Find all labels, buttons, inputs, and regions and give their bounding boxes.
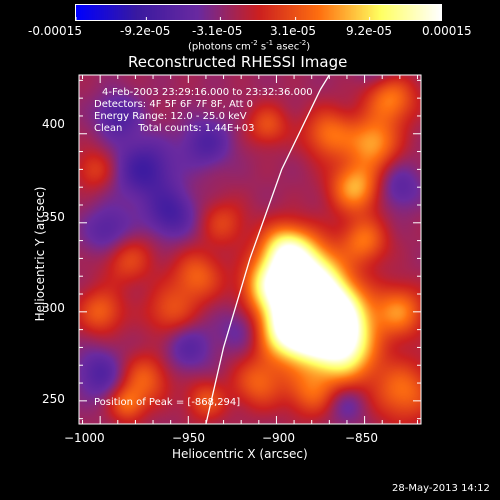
footer-timestamp: 28-May-2013 14:12 bbox=[392, 483, 490, 494]
colorbar-units: (photons cm-2 s-1 asec-2) bbox=[188, 39, 311, 53]
x-axis-label: Heliocentric X (arcsec) bbox=[172, 447, 308, 461]
y-tick-label-400: 400 bbox=[42, 117, 65, 131]
colorbar-tick-label-0: -0.00015 bbox=[28, 24, 82, 38]
colorbar-gradient bbox=[75, 4, 442, 21]
colorbar-tick-label-5: 0.00015 bbox=[422, 24, 472, 38]
colorbar-tick-label-1: -9.2e-05 bbox=[120, 24, 171, 38]
annotation-time: 4-Feb-2003 23:29:16.000 to 23:32:36.000 bbox=[102, 87, 313, 98]
y-tick-label-250: 250 bbox=[42, 392, 65, 406]
annotation-energy: Energy Range: 12.0 - 25.0 keV bbox=[94, 111, 247, 122]
x-tick-label-1000: −1000 bbox=[64, 431, 105, 445]
solar-limb-line bbox=[205, 74, 330, 425]
x-tick-label-900: −900 bbox=[262, 431, 295, 445]
chart-title: Reconstructed RHESSI Image bbox=[128, 53, 348, 71]
x-tick-label-850: −850 bbox=[345, 431, 378, 445]
y-axis-label: Heliocentric Y (arcsec) bbox=[33, 186, 47, 322]
colorbar-tick-label-3: 3.1e-05 bbox=[270, 24, 317, 38]
colorbar-tick-label-2: -3.1e-05 bbox=[192, 24, 243, 38]
annotation-clean: Clean Total counts: 1.44E+03 bbox=[94, 123, 255, 134]
heatmap-image bbox=[79, 75, 421, 424]
x-tick-label-950: −950 bbox=[172, 431, 205, 445]
colorbar-tick-label-4: 9.2e-05 bbox=[346, 24, 393, 38]
y-tick-label-350: 350 bbox=[42, 210, 65, 224]
y-tick-label-300: 300 bbox=[42, 301, 65, 315]
annotation-peak: Position of Peak = [-868,294] bbox=[94, 397, 241, 408]
plot-frame bbox=[78, 74, 422, 425]
annotation-detectors: Detectors: 4F 5F 6F 7F 8F, Att 0 bbox=[94, 99, 254, 110]
